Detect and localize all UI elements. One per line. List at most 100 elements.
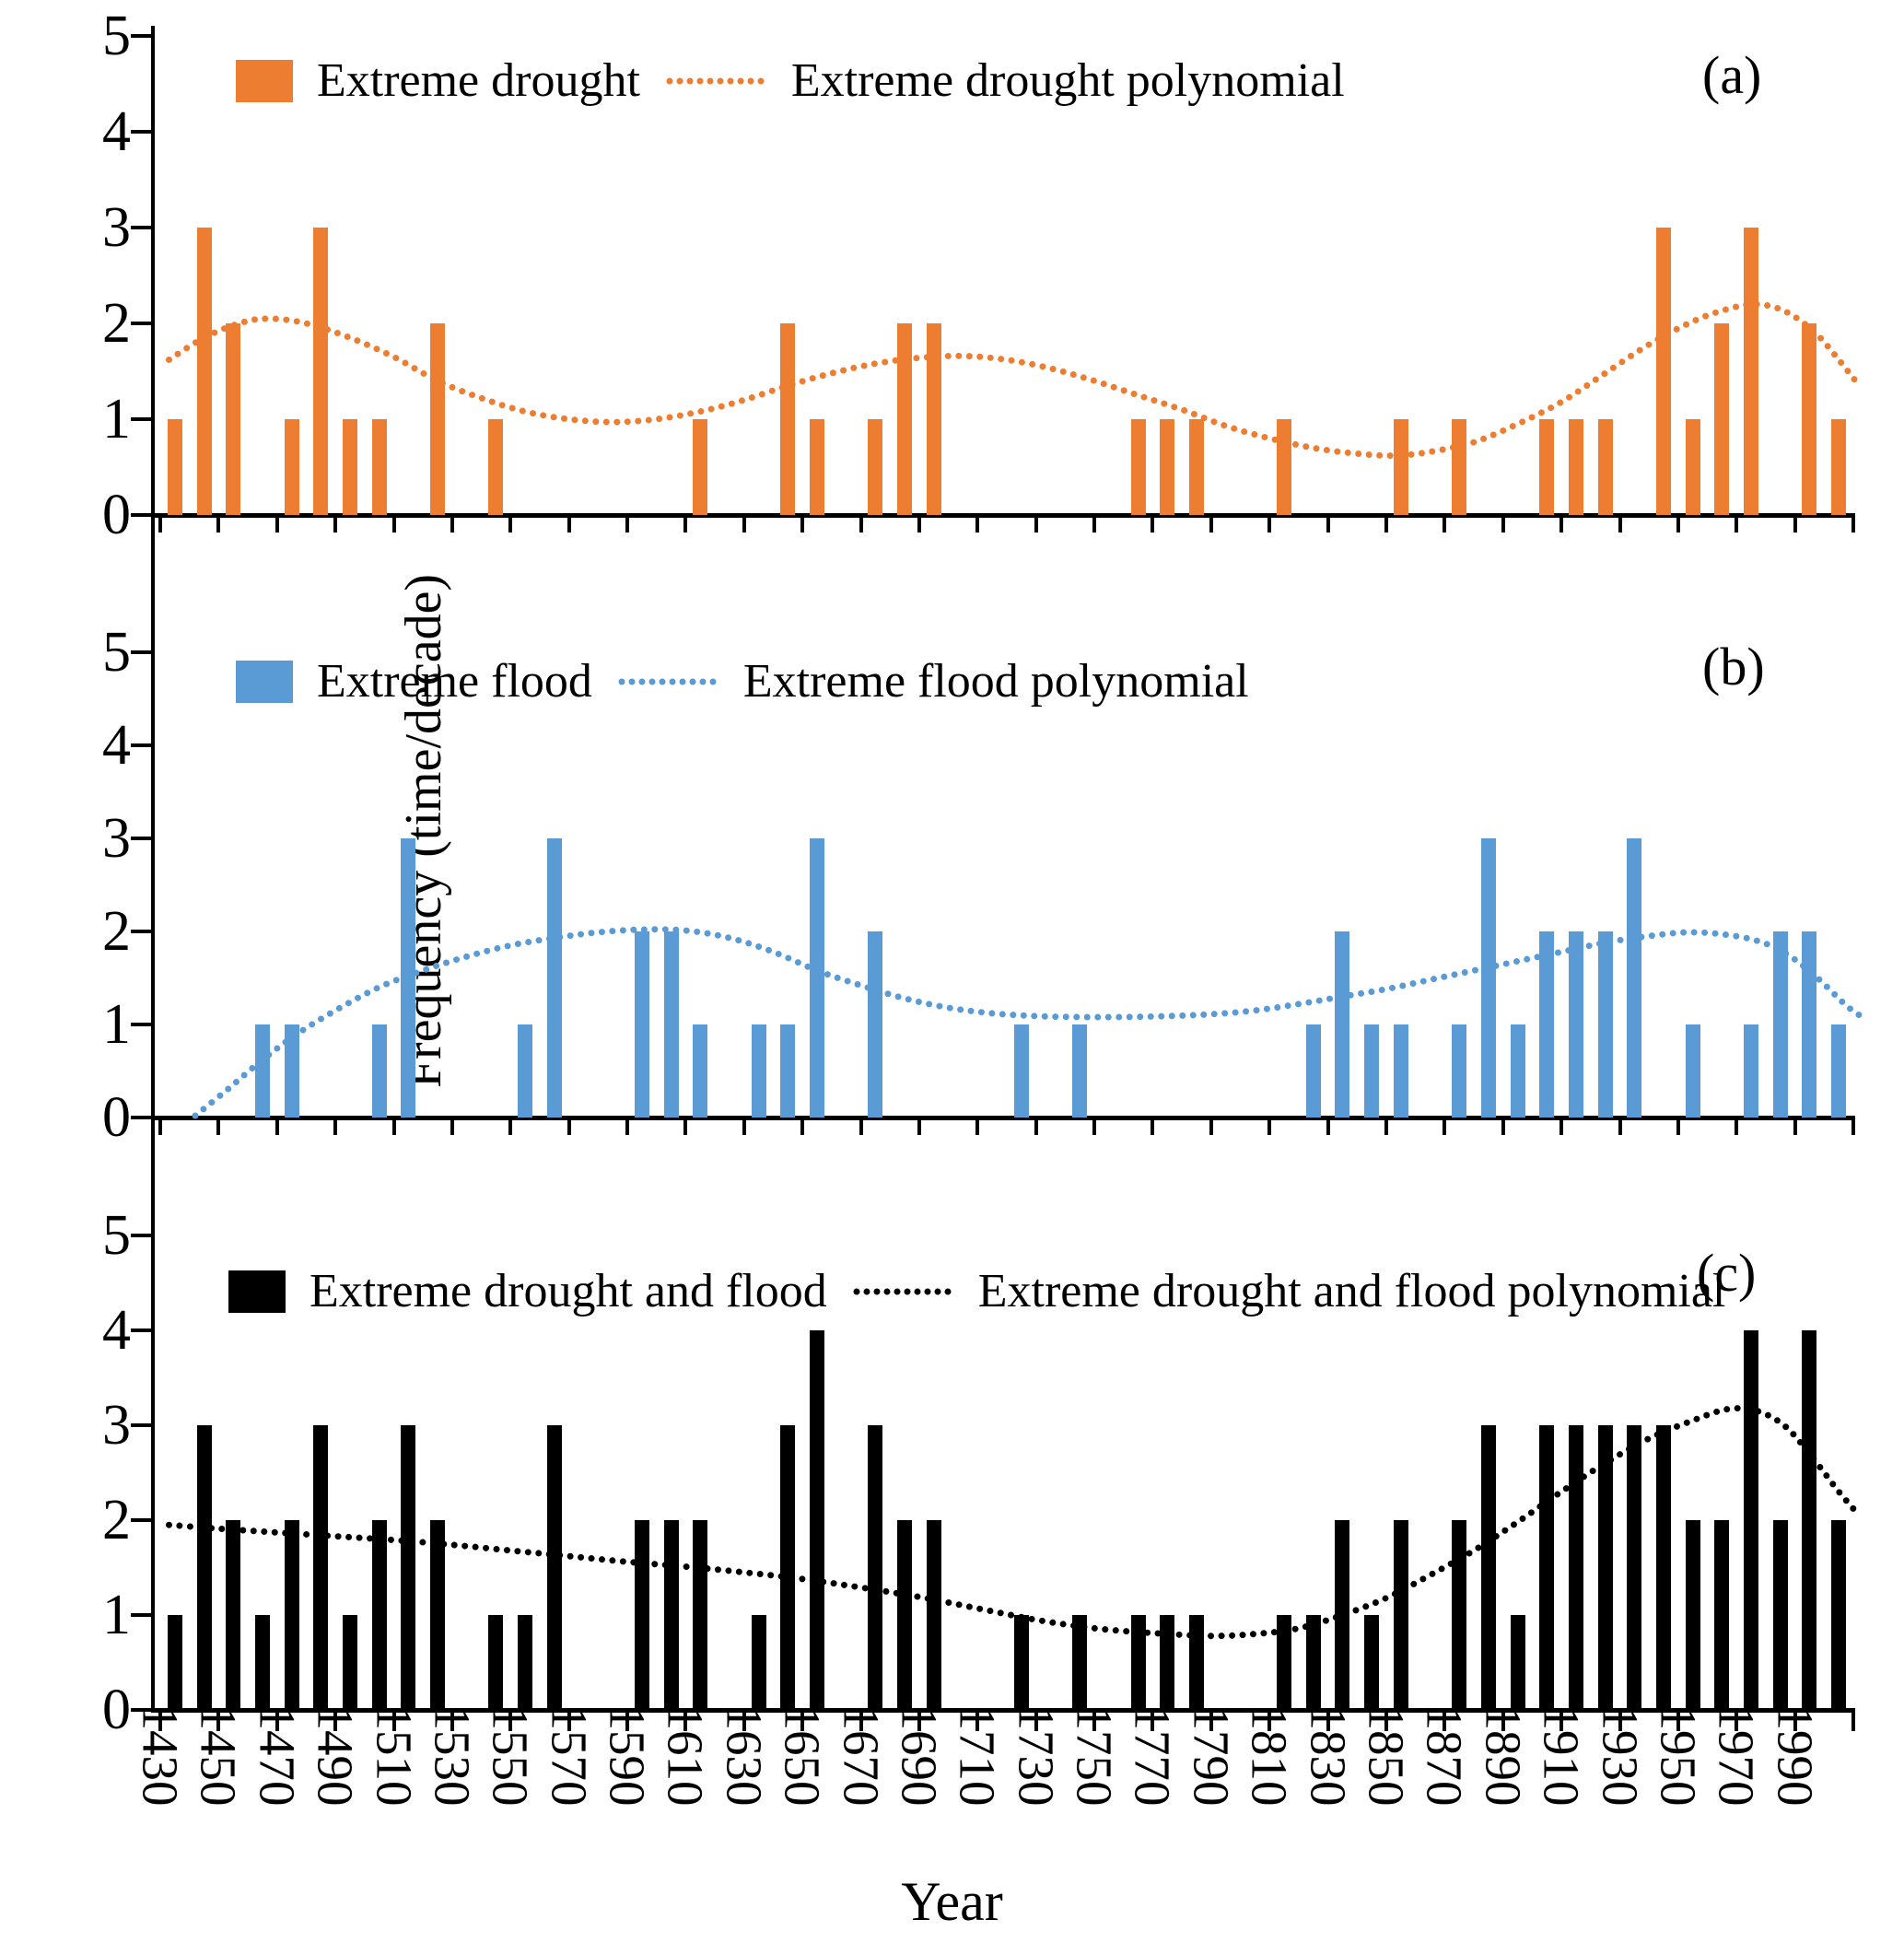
x-tick [625,1120,630,1135]
y-tick [131,837,151,840]
bar-1690 [926,323,941,515]
y-tick-label: 0 [102,1679,131,1741]
y-tick [131,743,151,747]
y-tick [131,1708,151,1712]
bar-1640 [780,323,796,515]
bar-1670 [868,419,883,515]
x-tick [1326,1713,1330,1731]
bar-1840 [1364,1024,1380,1118]
bar-1970 [1744,1024,1759,1118]
bar-1930 [1627,838,1642,1118]
x-tick [1209,518,1213,533]
bar-1460 [254,1615,270,1710]
bar-1520 [430,323,446,515]
x-axis-line [151,513,1855,518]
x-tick [333,1120,338,1135]
x-tick [1209,1713,1213,1731]
legend-label-flood: Extreme flood [317,655,592,708]
bar-1630 [751,1615,766,1710]
x-tick [508,1713,513,1731]
bar-1650 [810,419,825,515]
drought-dotted-line-sample [666,77,765,84]
bar-1820 [1305,1024,1321,1118]
bar-2000 [1831,1024,1847,1118]
panel-letter-a: (a) [1702,45,1762,105]
x-tick [917,1713,921,1731]
x-tick [975,1120,980,1135]
y-tick [131,930,151,933]
x-tick [1676,1713,1680,1731]
x-tick [1267,1713,1272,1731]
x-tick [975,518,980,533]
x-tick [1618,1120,1622,1135]
bar-1510 [401,838,416,1118]
bar-1910 [1568,419,1583,515]
bar-1430 [167,1615,182,1710]
x-tick [1034,1713,1038,1731]
x-axis-line [151,1708,1855,1713]
bar-1980 [1772,1520,1788,1710]
x-tick [1092,1713,1097,1731]
x-tick [742,1713,746,1731]
bar-1550 [518,1615,533,1710]
bar-1440 [196,1425,212,1710]
y-tick-label: 0 [102,1086,131,1149]
legend-label-combined: Extreme drought and flood [310,1265,827,1317]
bar-1470 [284,419,299,515]
drought-bar-swatch [236,59,293,102]
y-tick-label: 3 [102,807,131,870]
panel-letter-c: (c) [1697,1243,1757,1303]
bar-1720 [1013,1615,1029,1710]
x-tick [1618,1713,1622,1731]
bar-1900 [1539,931,1555,1118]
x-tick [391,1120,396,1135]
x-tick [1267,518,1272,533]
x-tick [1793,1713,1797,1731]
x-tick [975,1713,980,1731]
bar-1830 [1335,1520,1350,1710]
bar-1540 [488,1615,504,1710]
x-tick [1092,518,1097,533]
bar-1770 [1160,419,1175,515]
bar-1440 [196,228,212,515]
bar-1690 [926,1520,941,1710]
x-tick [567,518,571,533]
x-tick [1092,1120,1097,1135]
x-tick [1209,1120,1213,1135]
x-tick [1443,518,1447,533]
x-tick [625,518,630,533]
x-tick [1618,518,1622,533]
bar-1720 [1013,1024,1029,1118]
x-tick-label-1990: 1990 [1740,1705,1851,1911]
legend-panel-a: Extreme drought Extreme drought polynomi… [236,53,1345,108]
x-tick [567,1120,571,1135]
bar-1550 [518,1024,533,1118]
bar-1780 [1188,1615,1204,1710]
bar-1970 [1744,1330,1759,1710]
bar-1990 [1802,1330,1817,1710]
flood-bar-swatch [236,660,293,703]
y-axis-line [151,26,155,1713]
x-tick [1735,1120,1739,1135]
bar-1640 [780,1425,796,1710]
bar-1900 [1539,1425,1555,1710]
bar-1670 [868,1425,883,1710]
bar-1610 [693,1024,708,1118]
bar-1520 [430,1520,446,1710]
y-tick-label: 2 [102,900,131,963]
bar-1470 [284,1024,299,1118]
bar-1890 [1510,1024,1525,1118]
bar-1890 [1510,1615,1525,1710]
bar-1960 [1714,1520,1730,1710]
legend-label-drought: Extreme drought [317,54,640,107]
y-tick [131,1423,151,1427]
bar-1970 [1744,228,1759,515]
x-tick [800,1713,805,1731]
x-tick [508,518,513,533]
bar-1910 [1568,931,1583,1118]
bar-1640 [780,1024,796,1118]
bar-1770 [1160,1615,1175,1710]
x-tick [917,1120,921,1135]
x-tick [1793,1120,1797,1135]
bar-1590 [634,1520,649,1710]
